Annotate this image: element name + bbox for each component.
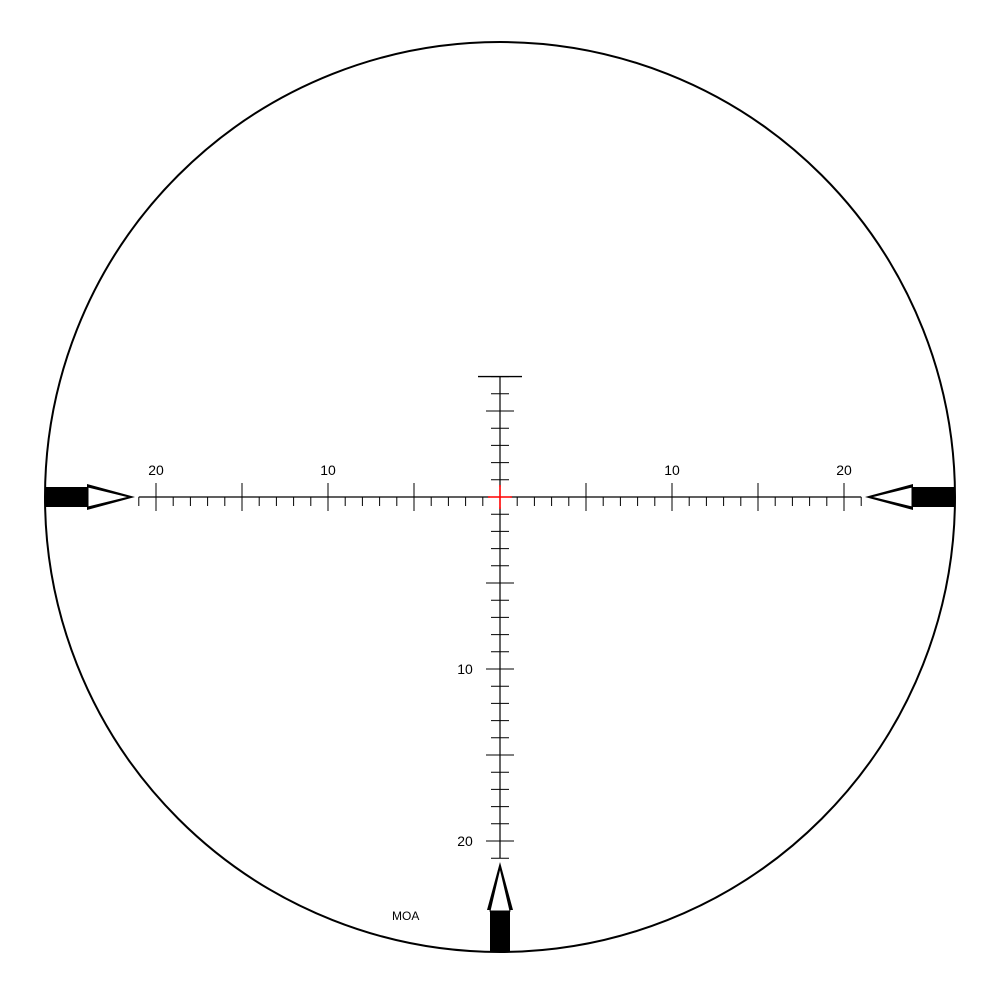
- post-left-bar: [45, 487, 87, 507]
- reticle-diagram: 10 20 10 20 10 20 MOA: [0, 0, 1000, 1000]
- h-axis-label: 10: [320, 462, 336, 478]
- unit-label: MOA: [392, 909, 419, 923]
- h-axis-label: 20: [148, 462, 164, 478]
- post-right-bar: [913, 487, 955, 507]
- v-axis-label: 20: [457, 833, 473, 849]
- post-bottom-bar: [490, 910, 510, 952]
- h-axis-label: 20: [836, 462, 852, 478]
- h-axis-label: 10: [664, 462, 680, 478]
- v-axis-label: 10: [457, 661, 473, 677]
